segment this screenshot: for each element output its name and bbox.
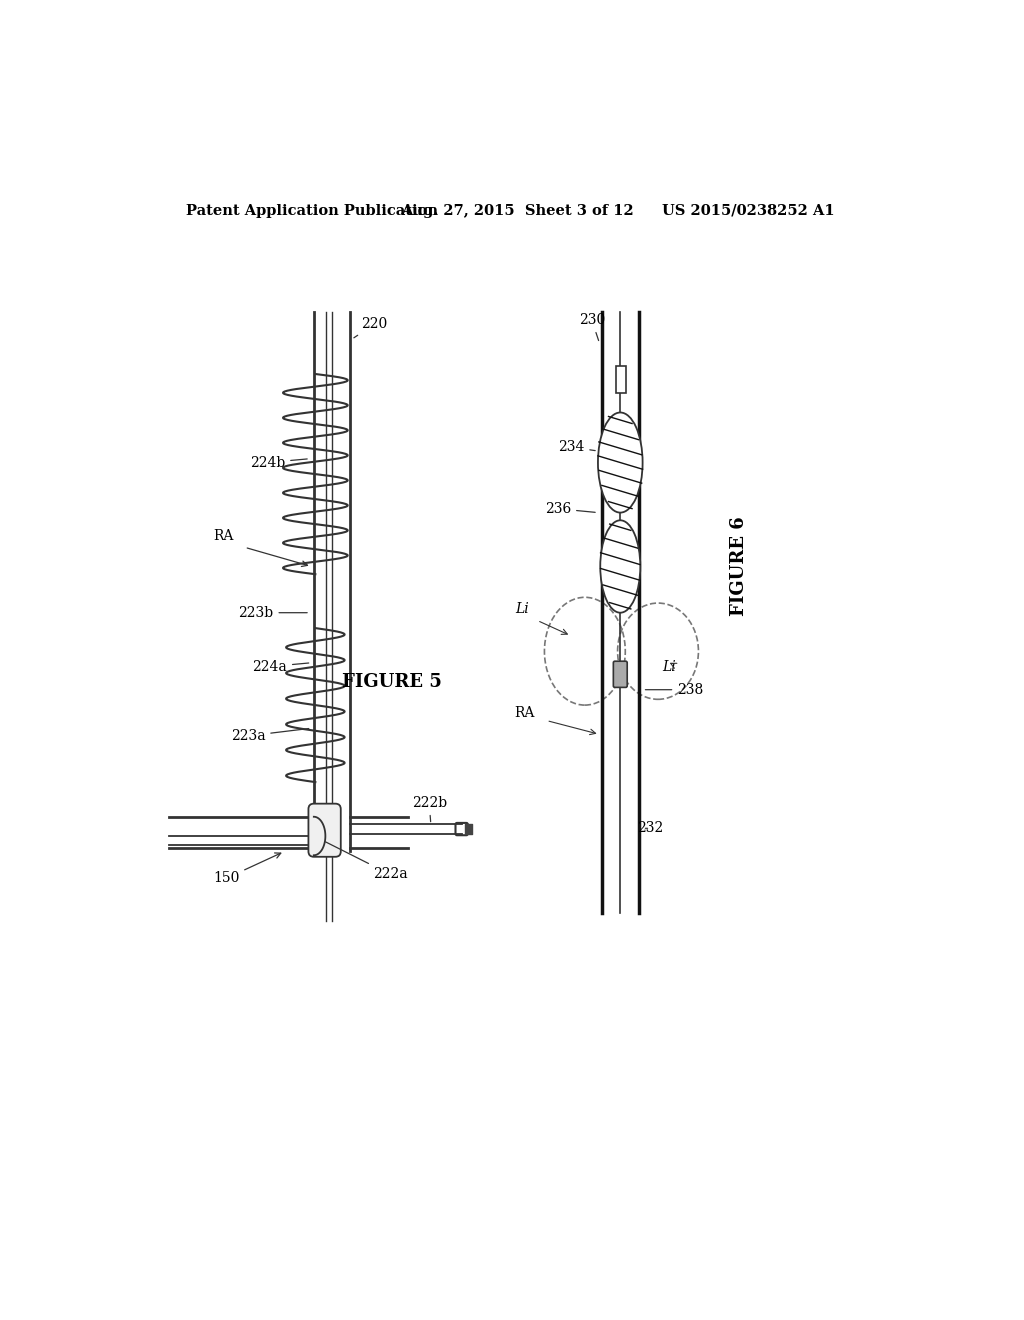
Text: 236: 236 xyxy=(545,502,595,516)
Text: Patent Application Publication: Patent Application Publication xyxy=(186,203,438,218)
Text: 222b: 222b xyxy=(412,796,446,821)
Text: RA: RA xyxy=(214,529,234,543)
Ellipse shape xyxy=(600,520,640,612)
Text: Aug. 27, 2015  Sheet 3 of 12: Aug. 27, 2015 Sheet 3 of 12 xyxy=(401,203,634,218)
Ellipse shape xyxy=(598,413,643,512)
Text: 224b: 224b xyxy=(250,455,307,470)
Text: 238: 238 xyxy=(645,682,703,697)
FancyBboxPatch shape xyxy=(308,804,341,857)
FancyBboxPatch shape xyxy=(613,661,628,688)
Bar xyxy=(615,366,627,393)
Text: 234: 234 xyxy=(558,440,595,454)
Text: 223b: 223b xyxy=(239,606,307,619)
Text: FIGURE 6: FIGURE 6 xyxy=(730,516,748,616)
Text: 220: 220 xyxy=(354,317,388,338)
Text: US 2015/0238252 A1: US 2015/0238252 A1 xyxy=(662,203,835,218)
Text: FIGURE 5: FIGURE 5 xyxy=(342,673,442,690)
Text: Li: Li xyxy=(662,660,676,673)
Text: RA: RA xyxy=(514,706,535,719)
Text: 224a: 224a xyxy=(252,660,309,673)
Text: 232: 232 xyxy=(637,821,664,836)
Text: 230: 230 xyxy=(579,313,605,341)
FancyBboxPatch shape xyxy=(456,822,468,836)
Text: 223a: 223a xyxy=(230,729,309,743)
Text: 150: 150 xyxy=(213,853,281,886)
Text: 222a: 222a xyxy=(326,842,408,882)
Text: Li: Li xyxy=(515,602,529,616)
